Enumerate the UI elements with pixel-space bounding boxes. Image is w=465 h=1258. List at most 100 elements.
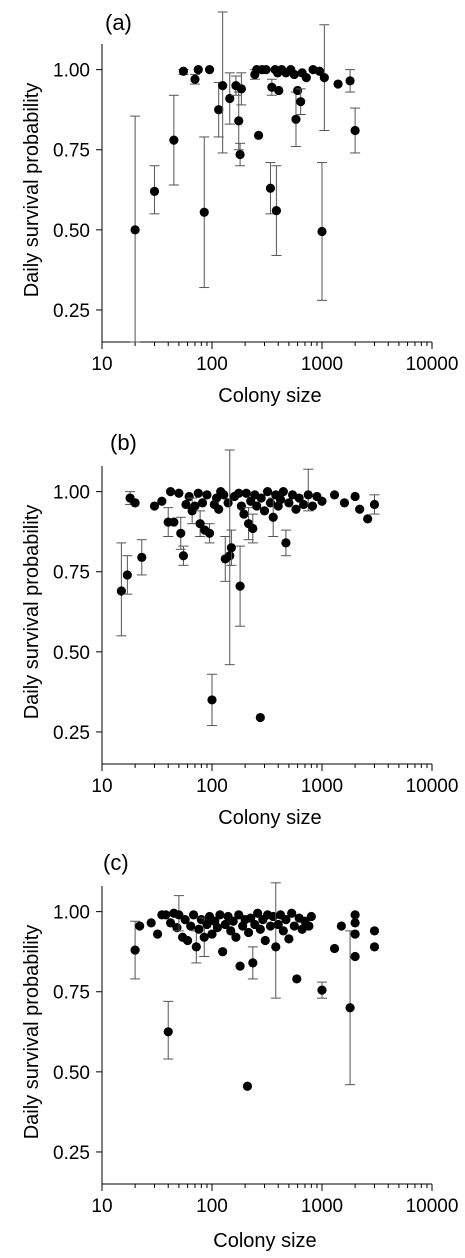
data-point: [369, 926, 380, 936]
data-point: [225, 551, 235, 561]
data-point: [265, 921, 276, 931]
data-point: [289, 921, 299, 931]
y-tick-label: 1.00: [53, 61, 90, 82]
data-point: [225, 93, 235, 104]
data-point: [273, 919, 283, 930]
data-point: [199, 207, 209, 217]
data-point: [259, 506, 270, 516]
data-point: [174, 488, 184, 498]
data-point: [204, 528, 215, 538]
data-point: [178, 66, 189, 76]
x-tick-label: 10: [91, 1196, 112, 1217]
data-point: [218, 81, 228, 91]
y-tick-label: 0.50: [53, 221, 90, 242]
data-point: [267, 82, 277, 92]
y-tick-label: 0.25: [53, 1143, 90, 1164]
data-point: [301, 73, 311, 83]
data-point: [271, 206, 282, 216]
data-point: [130, 945, 140, 955]
data-point: [278, 487, 288, 497]
data-point: [228, 916, 238, 926]
x-axis-label: Colony size: [218, 807, 321, 829]
data-point: [363, 514, 373, 524]
data-point: [304, 921, 314, 931]
data-point: [165, 918, 176, 928]
data-point: [314, 66, 325, 76]
data-point: [281, 538, 291, 548]
data-point: [255, 924, 265, 934]
data-point: [350, 929, 360, 939]
data-point: [190, 74, 200, 84]
data-point: [278, 926, 288, 936]
data-point: [135, 921, 145, 931]
data-point: [329, 490, 340, 500]
data-point: [235, 581, 245, 591]
data-point: [149, 501, 160, 511]
data-point: [307, 501, 318, 511]
data-point: [253, 908, 263, 918]
x-tick-label: 100: [196, 776, 228, 797]
data-point: [195, 519, 205, 529]
data-point: [215, 910, 225, 920]
x-tick-label: 10: [91, 776, 112, 797]
x-axis-label: Colony size: [213, 1230, 316, 1252]
data-point: [317, 985, 327, 995]
data-point: [184, 491, 194, 502]
data-point: [169, 517, 179, 527]
data-point: [292, 85, 303, 96]
data-point: [369, 942, 380, 952]
data-point: [291, 504, 301, 514]
data-point: [248, 523, 258, 534]
data-point: [223, 498, 233, 508]
x-tick-label: 10: [91, 354, 112, 375]
data-point: [256, 493, 266, 503]
data-point: [207, 929, 217, 939]
data-point: [219, 490, 229, 500]
data-point: [303, 490, 313, 500]
data-point: [350, 910, 360, 920]
data-point: [220, 919, 230, 930]
data-point: [180, 915, 190, 925]
data-point: [236, 84, 246, 94]
data-point: [317, 226, 327, 237]
data-point: [336, 921, 346, 931]
x-tick-label: 1000: [301, 354, 343, 375]
data-point: [214, 105, 224, 115]
data-point: [157, 496, 167, 506]
data-point: [306, 911, 316, 922]
data-point: [191, 942, 201, 952]
y-tick-label: 1.00: [53, 903, 90, 924]
panel-label: (a): [105, 10, 132, 35]
data-point: [212, 923, 223, 933]
data-point: [176, 528, 186, 538]
data-point: [190, 501, 200, 511]
data-point: [274, 85, 284, 96]
data-point: [345, 76, 355, 86]
y-tick-label: 0.75: [53, 141, 90, 162]
data-point: [329, 943, 340, 954]
data-point: [197, 498, 208, 508]
x-tick-label: 10000: [406, 1196, 459, 1217]
data-point: [194, 924, 204, 934]
y-tick-label: 0.75: [53, 983, 90, 1004]
y-tick-label: 0.50: [53, 1063, 90, 1084]
data-point: [207, 695, 217, 705]
data-point: [319, 73, 329, 83]
data-point: [345, 1003, 355, 1013]
data-point: [202, 490, 212, 500]
data-point: [186, 921, 196, 931]
data-point: [284, 498, 294, 508]
x-tick-label: 10000: [406, 776, 459, 797]
data-point: [255, 712, 265, 723]
data-point: [149, 186, 160, 196]
data-point: [235, 149, 245, 160]
data-point: [294, 493, 304, 503]
y-axis-label: Daily survival probability: [21, 925, 43, 1140]
data-point: [350, 918, 360, 928]
data-point: [214, 504, 224, 514]
data-point: [226, 926, 236, 936]
y-tick-label: 0.25: [53, 723, 90, 744]
data-point: [262, 487, 273, 497]
data-point: [231, 932, 241, 942]
data-point: [116, 586, 126, 596]
